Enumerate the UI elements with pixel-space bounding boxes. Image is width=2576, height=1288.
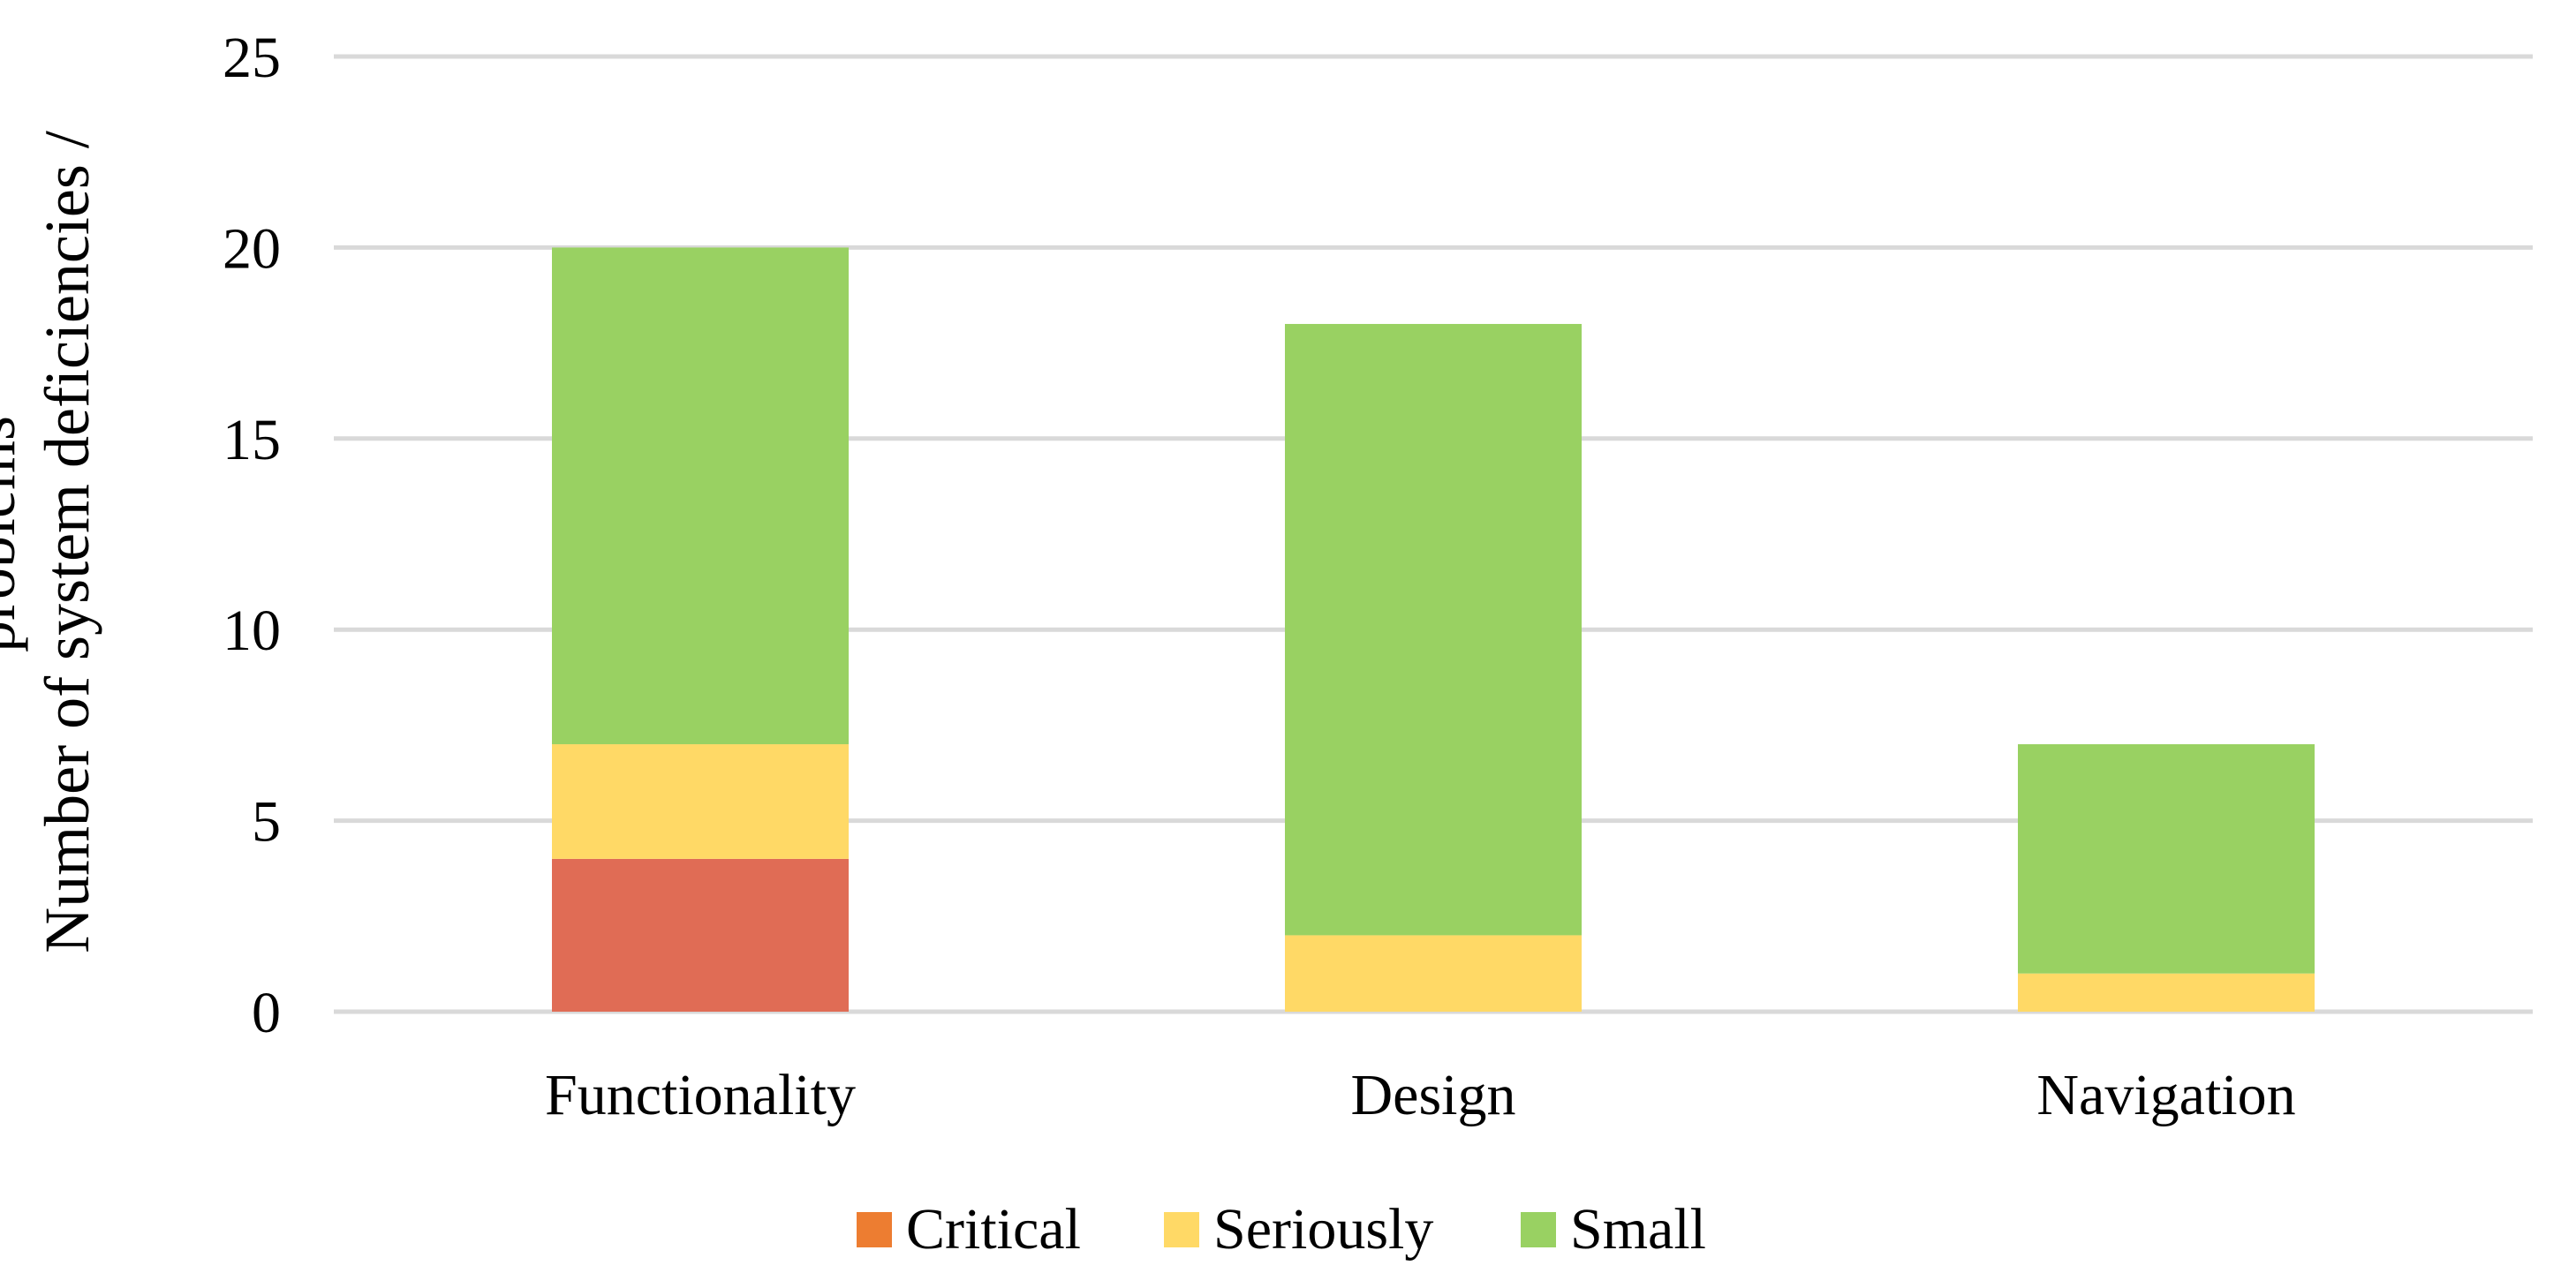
- y-axis-title-line-1: Number of system deficiencies /: [32, 131, 102, 953]
- y-tick-label-25: 25: [223, 26, 281, 90]
- y-axis-title-line-2: problems: [0, 416, 28, 652]
- x-axis-ticks: Functionality Design Navigation: [545, 1063, 2296, 1127]
- y-axis-title: Number of system deficiencies / problems: [0, 115, 102, 953]
- legend: Critical Seriously Small: [857, 1197, 1706, 1262]
- legend-swatch-seriously: [1164, 1212, 1199, 1247]
- bars: [552, 247, 2315, 1012]
- x-tick-label-design: Design: [1351, 1063, 1516, 1127]
- y-tick-label-5: 5: [252, 790, 281, 855]
- legend-label-seriously: Seriously: [1213, 1197, 1433, 1262]
- y-tick-label-10: 10: [223, 599, 281, 663]
- y-tick-label-0: 0: [252, 981, 281, 1045]
- bar-design-seriously: [1285, 935, 1582, 1012]
- legend-swatch-critical: [857, 1212, 892, 1247]
- y-tick-label-20: 20: [223, 216, 281, 281]
- bar-design-small: [1285, 323, 1582, 936]
- y-tick-label-15: 15: [223, 408, 281, 472]
- x-tick-label-functionality: Functionality: [545, 1063, 856, 1127]
- bar-navigation-small: [2018, 744, 2315, 974]
- legend-swatch-small: [1521, 1212, 1556, 1247]
- bar-functionality-small: [552, 247, 849, 745]
- bar-functionality-critical: [552, 858, 849, 1012]
- y-axis-ticks: 0 5 10 15 20 25: [223, 26, 281, 1045]
- legend-label-critical: Critical: [906, 1197, 1081, 1262]
- bar-navigation-seriously: [2018, 973, 2315, 1012]
- legend-label-small: Small: [1570, 1197, 1706, 1262]
- x-tick-label-navigation: Navigation: [2036, 1063, 2295, 1127]
- bar-functionality-seriously: [552, 744, 849, 859]
